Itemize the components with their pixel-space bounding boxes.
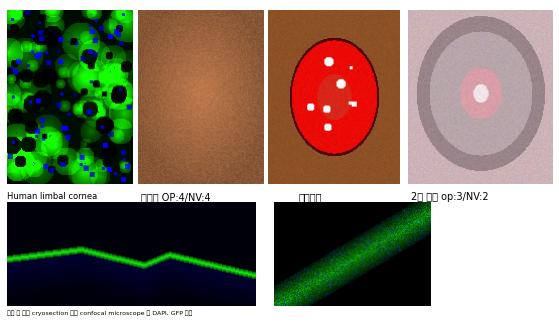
Text: 식생 후 조직 cryosection 하여 confocal microscope 로 DAPI, GFP 확인: 식생 후 조직 cryosection 하여 confocal microsco… — [7, 311, 192, 316]
Text: 이식직후: 이식직후 — [299, 192, 322, 202]
Text: Human limbal cornea
epithelial cell (Zsgreen ): Human limbal cornea epithelial cell (Zsg… — [7, 192, 110, 212]
Text: 2주 관찰 op:3/NV:2: 2주 관찰 op:3/NV:2 — [411, 192, 489, 202]
Text: 이식전 OP:4/NV:4: 이식전 OP:4/NV:4 — [141, 192, 211, 202]
